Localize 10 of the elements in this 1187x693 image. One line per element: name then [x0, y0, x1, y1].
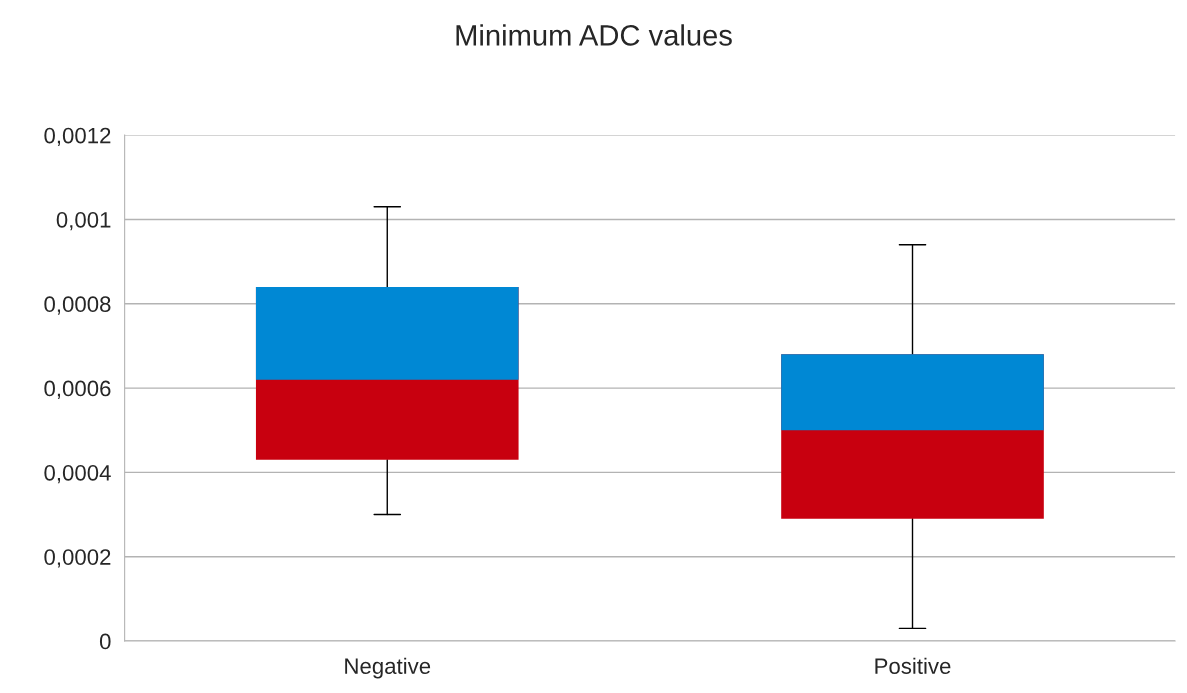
x-tick-label: Negative [345, 657, 431, 679]
chart-title: Minimum ADC values [456, 24, 732, 46]
y-tick-label: 0,0008 [44, 296, 111, 315]
y-tick-label: 0 [99, 633, 111, 650]
y-tick-label: 0,0004 [44, 464, 111, 484]
y-tick-label: 0,0006 [44, 380, 111, 399]
x-tick-label: Positive [875, 657, 951, 675]
y-tick-label: 0,0002 [44, 549, 111, 568]
y-tick-label: 0,0012 [44, 127, 111, 147]
y-tick-label: 0,001 [56, 211, 111, 231]
